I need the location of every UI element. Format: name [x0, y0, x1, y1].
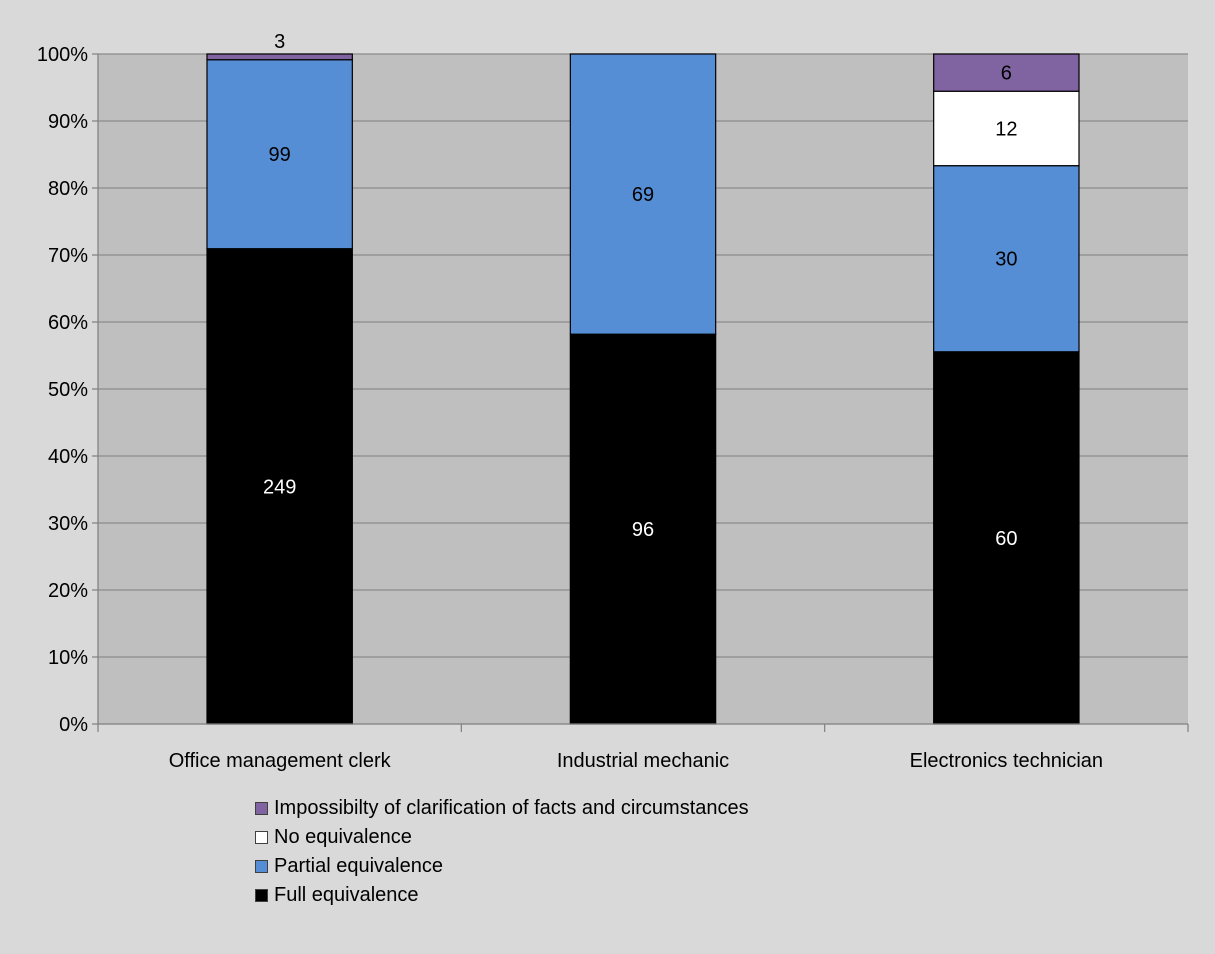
data-label: 3: [274, 31, 285, 53]
y-tick-label: 50%: [48, 379, 88, 401]
y-tick-label: 20%: [48, 580, 88, 602]
data-label: 69: [632, 184, 654, 206]
legend-label: Impossibilty of clarification of facts a…: [274, 797, 749, 819]
bar-segment: [569, 333, 717, 725]
y-tick-label: 40%: [48, 446, 88, 468]
y-tick-label: 60%: [48, 312, 88, 334]
y-tick-label: 10%: [48, 647, 88, 669]
y-tick-label: 30%: [48, 513, 88, 535]
x-tick-label: Industrial mechanic: [557, 750, 729, 772]
bar-segment: [206, 248, 353, 725]
legend-swatch: [255, 860, 268, 873]
legend-swatch: [255, 802, 268, 815]
y-tick-label: 80%: [48, 178, 88, 200]
legend-swatch: [255, 831, 268, 844]
x-axis: Office management clerk Industrial mechan…: [97, 723, 1189, 772]
legend-label: Full equivalence: [274, 884, 419, 906]
bar-segment: [933, 53, 1080, 92]
data-label: 60: [995, 528, 1017, 550]
bar-segment: [206, 53, 353, 61]
data-label: 30: [995, 249, 1017, 271]
data-label: 99: [269, 144, 291, 166]
data-label: 96: [632, 519, 654, 541]
legend-item: No equivalence: [255, 823, 749, 852]
legend-swatch: [255, 889, 268, 902]
legend-item: Full equivalence: [255, 881, 749, 910]
bar-segment: [569, 53, 717, 335]
legend-item: Impossibilty of clarification of facts a…: [255, 794, 749, 823]
legend-label: No equivalence: [274, 826, 412, 848]
data-label: 12: [995, 118, 1017, 140]
y-axis: 0% 10% 20% 30% 40% 50% 60% 70% 80% 90% 100%: [37, 44, 99, 736]
x-tick-label: Electronics technician: [910, 750, 1103, 772]
y-tick-label: 70%: [48, 245, 88, 267]
legend: Impossibilty of clarification of facts a…: [255, 794, 749, 910]
bar-segment: [933, 165, 1080, 353]
legend-label: Partial equivalence: [274, 855, 443, 877]
bars: 249 99 3 96 69 60 30 12 6: [206, 31, 1080, 725]
y-tick-label: 100%: [37, 44, 88, 66]
x-tick-label: Office management clerk: [169, 750, 392, 772]
legend-item: Partial equivalence: [255, 852, 749, 881]
bar-segment: [933, 90, 1080, 167]
data-label: 6: [1001, 63, 1012, 85]
bar-segment: [933, 351, 1080, 725]
y-tick-label: 90%: [48, 111, 88, 133]
data-label: 249: [263, 476, 296, 498]
y-tick-label: 0%: [59, 714, 88, 736]
